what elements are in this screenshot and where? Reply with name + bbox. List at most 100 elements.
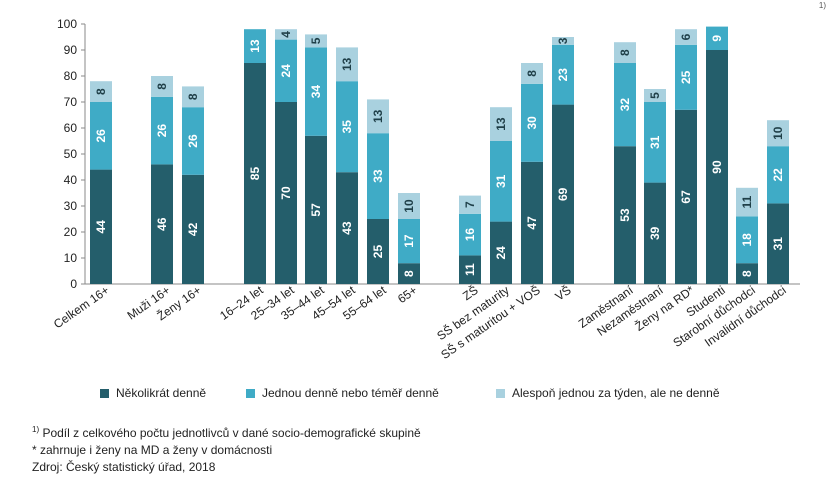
bar-segment: [398, 263, 420, 284]
bar-segment: [367, 99, 389, 134]
bar-segment: [736, 187, 758, 217]
bar-segment: [490, 141, 512, 222]
y-tick-label: 0: [70, 277, 77, 291]
y-tick-label: 80: [64, 69, 78, 83]
bar-segment: [459, 195, 481, 214]
y-tick-label: 70: [64, 95, 78, 109]
bar-segment: [767, 146, 789, 204]
bar-segment: [151, 96, 173, 165]
bar-segment: [90, 102, 112, 170]
bar-segment: [336, 47, 358, 82]
x-category-label: Celkem 16+: [51, 283, 112, 331]
bar-segment: [675, 29, 697, 45]
bar-segment: [367, 219, 389, 284]
bar-segment: [767, 120, 789, 147]
bar-value-label: 67: [679, 190, 693, 204]
bar-segment: [244, 63, 266, 284]
bar-value-label: 11: [463, 263, 477, 276]
bar-segment: [552, 104, 574, 284]
bar-value-label: 33: [371, 169, 385, 183]
footnote-1-mark: 1): [32, 425, 40, 434]
bar-value-label: 10: [402, 199, 416, 213]
legend-swatch-series-2: [246, 388, 255, 398]
x-category-label: 65+: [395, 283, 420, 306]
bar-segment: [614, 42, 636, 63]
bar-segment: [552, 44, 574, 105]
y-tick-label: 50: [64, 147, 78, 161]
y-tick-label: 30: [64, 199, 78, 213]
bar-segment: [90, 81, 112, 102]
x-category-label: VŠ: [552, 282, 574, 303]
bar-segment: [767, 203, 789, 284]
bar-segment: [305, 135, 327, 284]
bar-value-label: 9: [710, 35, 724, 42]
bar-segment: [275, 102, 297, 284]
bar-value-label: 30: [525, 116, 539, 130]
bar-value-label: 8: [186, 93, 200, 100]
corner-footnote-mark: 1): [819, 1, 826, 10]
bar-segment: [151, 164, 173, 284]
bar-segment: [675, 44, 697, 110]
legend-item-series-3: Alespoň jednou za týden, ale ne denně: [496, 386, 720, 400]
bar-segment: [644, 182, 666, 284]
bar-segment: [459, 213, 481, 256]
bar-segment: [736, 216, 758, 264]
bar-segment: [182, 86, 204, 108]
bar-value-label: 44: [94, 220, 108, 234]
bar-value-label: 31: [771, 237, 785, 251]
bar-segment: [490, 107, 512, 141]
bar-segment: [398, 219, 420, 264]
bar-value-label: 22: [771, 168, 785, 182]
y-tick-label: 20: [64, 225, 78, 239]
bar-segment: [244, 29, 266, 63]
bar-value-label: 35: [340, 120, 354, 134]
bar-value-label: 26: [155, 124, 169, 138]
legend: Několikrát denně Jednou denně nebo téměř…: [100, 386, 800, 406]
bar-value-label: 13: [494, 117, 508, 131]
bar-segment: [336, 172, 358, 284]
bar-value-label: 8: [525, 70, 539, 77]
bar-value-label: 11: [740, 195, 754, 208]
bar-segment: [675, 109, 697, 284]
bar-value-label: 8: [94, 88, 108, 95]
legend-label-series-3: Alespoň jednou za týden, ale ne denně: [512, 386, 720, 400]
bar-segment: [644, 102, 666, 183]
bar-segment: [706, 50, 728, 284]
x-category-label: ZŠ: [460, 282, 481, 303]
footnotes: 1) Podíl z celkového počtu jednotlivců v…: [32, 421, 421, 476]
y-tick-label: 10: [64, 251, 78, 265]
bar-value-label: 90: [710, 160, 724, 174]
bar-value-label: 8: [618, 49, 632, 56]
bar-value-label: 26: [94, 129, 108, 143]
bar-value-label: 16: [463, 228, 477, 242]
bar-value-label: 10: [771, 126, 785, 140]
bar-value-label: 13: [340, 57, 354, 71]
bar-value-label: 70: [279, 186, 293, 200]
bar-value-label: 13: [248, 39, 262, 53]
bar-segment: [490, 221, 512, 284]
y-tick-label: 90: [64, 43, 78, 57]
bar-segment: [736, 263, 758, 284]
bar-value-label: 5: [648, 92, 662, 99]
bar-value-label: 39: [648, 226, 662, 240]
bar-segment: [182, 107, 204, 175]
source-note: Zdroj: Český statistický úřad, 2018: [32, 460, 216, 474]
bar-value-label: 17: [402, 234, 416, 248]
bar-segment: [336, 81, 358, 173]
bar-value-label: 53: [618, 208, 632, 222]
bar-segment: [459, 255, 481, 284]
bar-value-label: 5: [309, 37, 323, 44]
legend-label-series-1: Několikrát denně: [116, 386, 207, 400]
bar-value-label: 26: [186, 134, 200, 148]
y-tick-label: 40: [64, 173, 78, 187]
bar-value-label: 8: [740, 270, 754, 277]
bar-segment: [275, 39, 297, 102]
bar-value-label: 4: [279, 31, 293, 38]
legend-swatch-series-1: [100, 388, 109, 398]
bar-segment: [521, 83, 543, 162]
footnote-2: * zahrnuje i ženy na MD a ženy v domácno…: [32, 443, 273, 457]
bar-value-label: 6: [679, 33, 693, 40]
bar-value-label: 18: [740, 233, 754, 247]
bar-value-label: 47: [525, 216, 539, 230]
